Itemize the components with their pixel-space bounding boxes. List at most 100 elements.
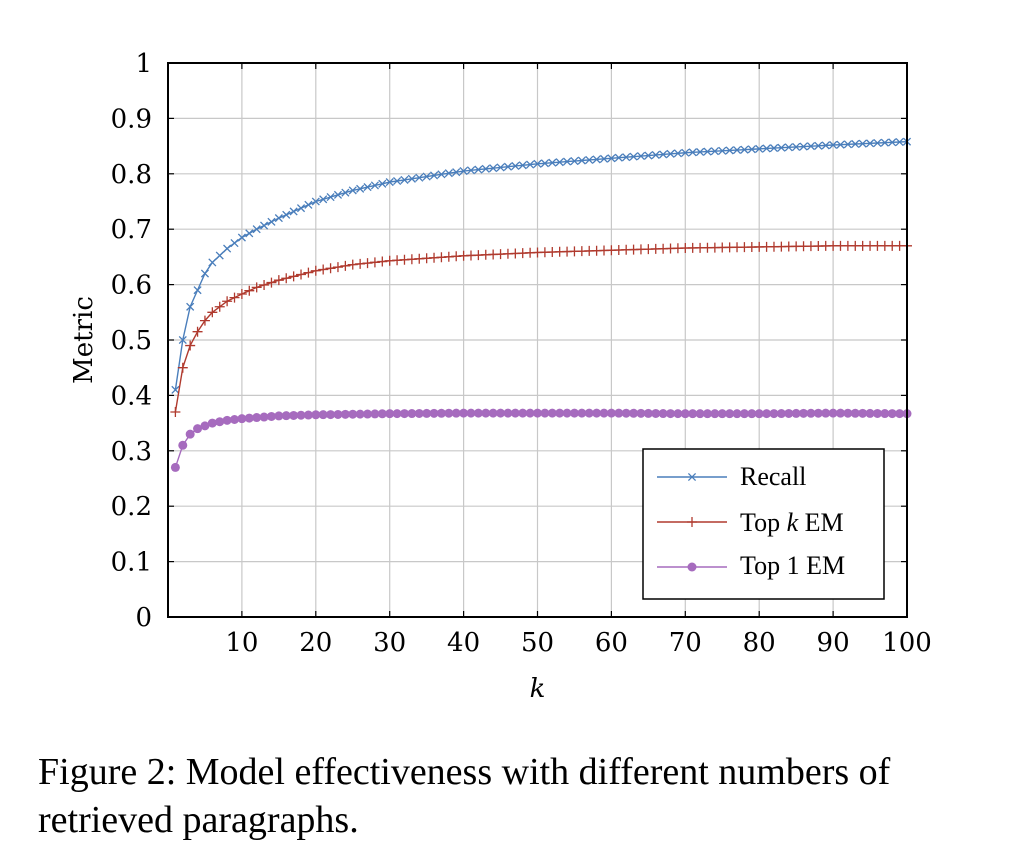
y-tick-label: 0.9 <box>111 104 152 134</box>
data-point <box>525 408 535 418</box>
data-point <box>407 409 417 419</box>
data-point <box>215 417 225 427</box>
data-point <box>178 440 188 450</box>
data-point <box>888 138 897 147</box>
data-point <box>555 408 565 418</box>
data-point <box>296 410 306 420</box>
data-point <box>747 409 757 419</box>
data-point <box>481 164 490 173</box>
data-point <box>473 408 483 418</box>
data-point <box>340 260 351 271</box>
data-point <box>392 409 402 419</box>
data-point <box>843 408 853 418</box>
y-tick-label: 0.6 <box>111 271 152 301</box>
legend: Recall Top k EM Top 1 EM <box>642 448 885 600</box>
data-point <box>267 217 276 226</box>
series-top-k-em <box>170 240 912 418</box>
data-point <box>629 408 639 418</box>
data-point <box>828 408 838 418</box>
data-point <box>880 138 889 147</box>
data-point <box>230 414 240 424</box>
data-point <box>762 409 772 419</box>
data-point <box>659 150 668 159</box>
data-point <box>592 155 601 164</box>
x-tick-label: 10 <box>225 628 258 658</box>
data-point <box>377 409 387 419</box>
data-point <box>422 408 432 418</box>
data-point <box>518 408 528 418</box>
data-point <box>318 264 329 275</box>
data-point <box>296 204 306 213</box>
data-point <box>873 138 882 148</box>
x-tick-label: 20 <box>299 628 332 658</box>
data-point <box>223 244 232 253</box>
data-point <box>496 408 506 418</box>
data-point <box>332 262 343 273</box>
data-point <box>319 195 328 204</box>
data-point <box>666 149 675 158</box>
data-point <box>200 269 210 278</box>
data-point <box>569 408 579 418</box>
data-point <box>369 257 380 268</box>
data-point <box>503 162 512 171</box>
data-point <box>673 149 682 158</box>
data-point <box>636 408 646 418</box>
data-point <box>370 409 380 419</box>
data-point <box>415 173 424 182</box>
data-point <box>489 164 498 173</box>
data-point <box>843 140 852 149</box>
legend-box <box>642 448 885 600</box>
data-point <box>407 174 416 183</box>
data-point <box>606 408 616 418</box>
data-point <box>326 193 335 202</box>
data-point <box>303 410 313 420</box>
data-point <box>422 172 431 181</box>
legend-topk-k: k <box>787 508 799 537</box>
data-point <box>466 166 476 175</box>
data-point <box>333 190 343 199</box>
data-point <box>348 409 358 419</box>
data-point <box>170 462 180 472</box>
data-point <box>681 148 690 157</box>
data-point <box>814 141 823 150</box>
data-point <box>851 139 860 149</box>
data-point <box>310 265 321 276</box>
data-point <box>858 139 867 148</box>
y-tick-label: 0.3 <box>111 437 152 467</box>
data-point <box>288 271 299 282</box>
data-point <box>193 286 202 295</box>
legend-label-topk-em: Top k EM <box>740 508 844 537</box>
data-point <box>289 207 298 216</box>
data-point <box>703 147 712 156</box>
data-point <box>599 154 609 163</box>
data-point <box>311 197 320 206</box>
data-point <box>799 142 808 151</box>
data-point <box>540 408 550 418</box>
y-tick-label: 0.2 <box>111 492 152 522</box>
data-point <box>171 385 180 394</box>
data-point <box>355 258 366 269</box>
data-point <box>666 409 676 419</box>
data-point <box>304 200 313 209</box>
y-tick-label: 0.7 <box>111 215 152 245</box>
data-point <box>592 408 602 418</box>
data-point <box>636 152 646 161</box>
data-point <box>281 411 291 421</box>
series-top-1-em <box>170 408 912 472</box>
data-point <box>444 169 453 178</box>
data-point <box>193 424 203 434</box>
data-point <box>437 170 446 179</box>
data-point <box>230 238 239 248</box>
data-point <box>784 143 793 152</box>
data-point <box>311 410 321 420</box>
data-point <box>806 408 816 418</box>
y-axis-label: Metric <box>69 296 99 384</box>
data-point <box>208 258 217 267</box>
data-point <box>732 409 742 419</box>
series-layer <box>170 137 912 472</box>
x-tick-label: 70 <box>669 628 702 658</box>
data-point <box>614 408 624 418</box>
legend-marker <box>687 517 697 527</box>
data-point <box>274 411 284 421</box>
data-point <box>170 407 181 418</box>
